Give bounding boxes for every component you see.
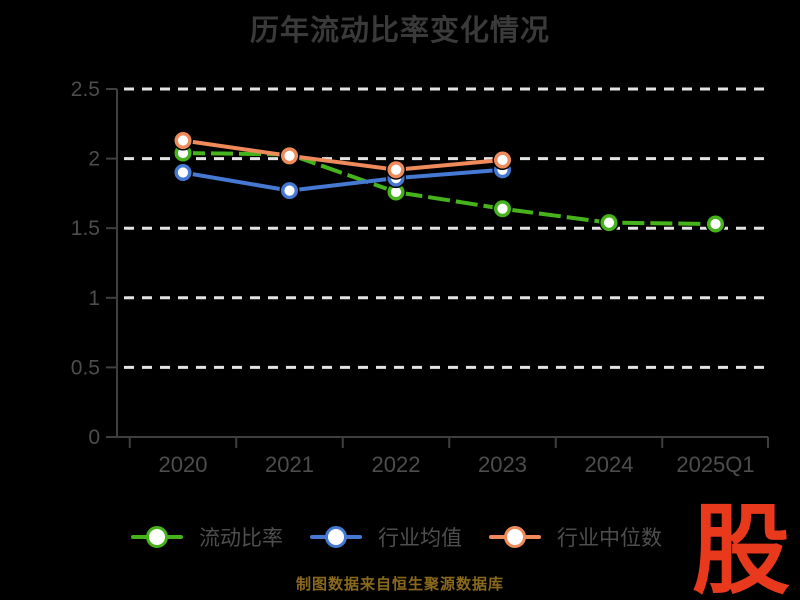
data-point-outline-流动比率-2023 [492,198,513,219]
y-axis-label-0.5: 0.5 [71,356,100,379]
data-point-outline-行业中位数-2020 [173,130,194,151]
data-point-outline-流动比率-2025Q1 [705,214,726,235]
series-line-行业中位数 [182,138,503,172]
legend-label: 行业中位数 [557,527,662,550]
data-point-流动比率-2025Q1[interactable] [707,215,725,233]
legend-marker-icon [310,526,362,548]
brand-logo: 股 [691,495,790,600]
x-axis-label-2023: 2023 [478,452,527,477]
data-point-行业中位数-2023[interactable] [494,151,512,169]
legend-item-行业中位数[interactable]: 行业中位数 [489,522,662,552]
legend-item-流动比率[interactable]: 流动比率 [131,522,283,552]
y-axis-label-2: 2 [88,148,100,171]
x-axis-label-2020: 2020 [159,452,208,477]
x-axis-label-2021: 2021 [265,452,314,477]
legend-label: 行业均值 [378,527,462,550]
data-point-行业中位数-2021[interactable] [281,147,299,165]
legend-marker-icon [489,526,541,548]
series-line-行业均值 [182,167,503,193]
legend-item-行业均值[interactable]: 行业均值 [310,522,462,552]
x-axis-label-2022: 2022 [372,452,421,477]
y-axis-label-1: 1 [88,287,100,310]
y-axis-label-2.5: 2.5 [71,78,100,101]
plot-area: 0 0.5 1 1.5 2 2.5 2020 2021 2022 2023 2024 2025Q1 [71,78,769,477]
y-axis-label-0: 0 [88,426,100,449]
x-axis-label-2024: 2024 [585,452,634,477]
legend-dot-icon [325,526,347,548]
x-axis-label-2025Q1: 2025Q1 [676,452,754,477]
legend: 流动比率 行业均值 行业中位数 [131,518,662,556]
legend-label: 流动比率 [199,527,283,550]
data-point-outline-行业中位数-2021 [279,145,300,166]
data-point-行业均值-2021[interactable] [281,182,299,200]
data-point-outline-行业中位数-2023 [492,149,513,170]
data-point-流动比率-2023[interactable] [494,200,512,218]
data-source-note: 制图数据来自恒生聚源数据库 [295,576,504,593]
data-point-outline-行业中位数-2022 [385,159,406,180]
data-point-outline-流动比率-2024 [598,212,619,233]
chart-title: 历年流动比率变化情况 [249,15,550,47]
data-point-流动比率-2024[interactable] [600,214,618,232]
legend-dot-icon [146,526,168,548]
data-point-行业中位数-2022[interactable] [387,161,405,179]
legend-dot-icon [504,526,526,548]
data-point-行业中位数-2020[interactable] [174,132,192,150]
data-point-行业均值-2020[interactable] [174,164,192,182]
data-point-outline-行业均值-2020 [173,162,194,183]
y-axis-label-1.5: 1.5 [71,217,100,240]
legend-marker-icon [131,526,183,548]
data-point-outline-行业均值-2021 [279,180,300,201]
